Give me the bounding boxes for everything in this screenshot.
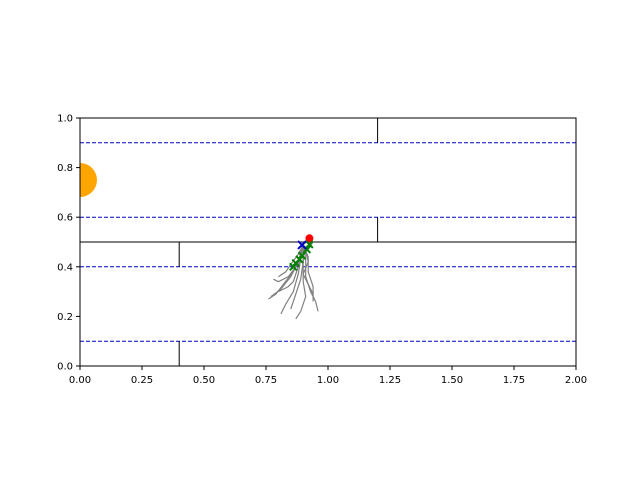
x-tick-label: 0.00 <box>69 375 91 386</box>
x-tick-label: 1.75 <box>503 375 525 386</box>
x-tick-label: 0.50 <box>193 375 215 386</box>
green-x-stroke <box>289 262 298 272</box>
y-tick-label: 0.2 <box>57 312 73 323</box>
x-tick-label: 0.25 <box>131 375 153 386</box>
x-tick-label: 2.00 <box>565 375 587 386</box>
red-point <box>305 234 314 243</box>
blue-x-stroke <box>297 240 307 250</box>
trajectory-line <box>273 244 304 283</box>
green-x-marker <box>289 262 298 272</box>
goal-marker <box>80 163 97 197</box>
y-tick-label: 0.4 <box>57 262 73 273</box>
x-tick-label: 1.00 <box>317 375 339 386</box>
y-tick-label: 0.0 <box>57 362 73 373</box>
y-tick-label: 1.0 <box>57 114 73 125</box>
y-tick-label: 0.6 <box>57 213 73 224</box>
x-axis: 0.00 0.25 0.50 0.75 1.00 1.25 1.50 1.75 2.00 <box>69 366 587 386</box>
x-tick-label: 1.50 <box>441 375 463 386</box>
y-axis: 0.0 0.2 0.4 0.6 0.8 1.0 <box>57 114 80 373</box>
green-x-marker <box>305 240 314 249</box>
x-tick-label: 1.25 <box>379 375 401 386</box>
green-x-stroke <box>305 240 314 249</box>
blue-x-marker <box>297 240 307 250</box>
trajectory-line <box>295 244 307 320</box>
plot-area <box>80 118 576 366</box>
trajectory-line <box>278 244 304 293</box>
x-tick-label: 0.75 <box>255 375 277 386</box>
y-tick-label: 0.8 <box>57 163 73 174</box>
